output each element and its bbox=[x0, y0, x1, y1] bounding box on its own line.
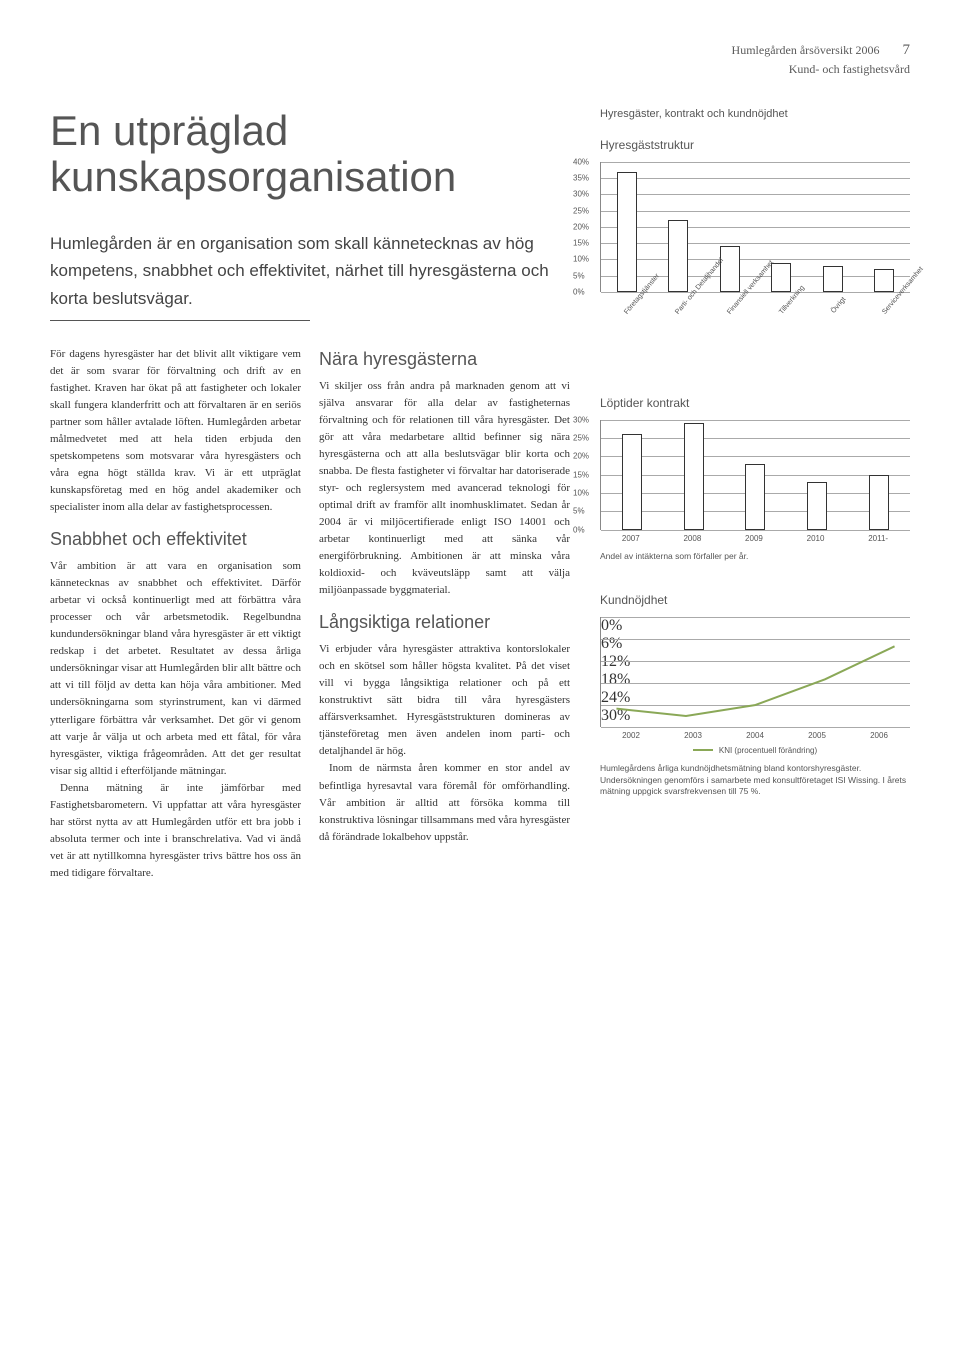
chart2-xlabels: 20072008200920102011- bbox=[600, 534, 910, 543]
body-p1: För dagens hyresgäster har det blivit al… bbox=[50, 346, 301, 516]
lead-paragraph: Humlegården är en organisation som skall… bbox=[50, 230, 570, 312]
body-p4: Vi skiljer oss från andra på marknaden g… bbox=[319, 378, 570, 600]
body-h1: Snabbhet och effektivitet bbox=[50, 526, 301, 554]
chart1-xlabels: FöretagstjänsterParti- och DetaljhandelF… bbox=[600, 296, 910, 366]
header-title: Humlegården årsöversikt 2006 bbox=[732, 42, 880, 59]
chart1-plot: 0%5%10%15%20%25%30%35%40% bbox=[600, 162, 910, 292]
chart3-title: Kundnöjdhet bbox=[600, 593, 910, 607]
chart2-caption: Andel av intäkterna som förfaller per år… bbox=[600, 551, 910, 563]
chart3-plot: 0%6%12%18%24%30% bbox=[600, 617, 910, 727]
chart3-xlabels: 20022003200420052006 bbox=[600, 731, 910, 740]
body-h3: Långsiktiga relationer bbox=[319, 609, 570, 637]
chart3-legend: KNI (procentuell förändring) bbox=[600, 746, 910, 755]
chart3-legend-swatch bbox=[693, 749, 713, 751]
body-p2: Vår ambition är att vara en organisation… bbox=[50, 558, 301, 780]
chart1-title: Hyresgäststruktur bbox=[600, 138, 910, 152]
chart2-title: Löptider kontrakt bbox=[600, 396, 910, 410]
page-title: En utpräglad kunskapsorganisation bbox=[50, 108, 570, 200]
body-h2: Nära hyresgästerna bbox=[319, 346, 570, 374]
body-p3: Denna mätning är inte jämförbar med Fast… bbox=[50, 780, 301, 882]
body-p5: Vi erbjuder våra hyresgäster attraktiva … bbox=[319, 641, 570, 760]
sidebar-overtitle: Hyresgäster, kontrakt och kundnöjdhet bbox=[600, 108, 910, 120]
lead-underline bbox=[50, 320, 310, 321]
sidebar: Hyresgäster, kontrakt och kundnöjdhet Hy… bbox=[600, 108, 910, 882]
page-number: 7 bbox=[903, 40, 911, 61]
chart3-legend-text: KNI (procentuell förändring) bbox=[719, 746, 817, 755]
page-header: Humlegården årsöversikt 2006 7 Kund- och… bbox=[50, 40, 910, 78]
body-p6: Inom de närmsta åren kommer en stor ande… bbox=[319, 760, 570, 845]
chart-kundnojdhet: Kundnöjdhet 0%6%12%18%24%30% 20022003200… bbox=[600, 593, 910, 799]
chart-hyresgaststruktur: Hyresgäststruktur 0%5%10%15%20%25%30%35%… bbox=[600, 138, 910, 366]
body-columns: För dagens hyresgäster har det blivit al… bbox=[50, 346, 570, 882]
chart3-caption: Humlegårdens årliga kundnöjdhetsmätning … bbox=[600, 763, 910, 799]
chart2-plot: 0%5%10%15%20%25%30% bbox=[600, 420, 910, 530]
header-subtitle: Kund- och fastighetsvård bbox=[50, 61, 910, 78]
chart-loptider: Löptider kontrakt 0%5%10%15%20%25%30% 20… bbox=[600, 396, 910, 563]
